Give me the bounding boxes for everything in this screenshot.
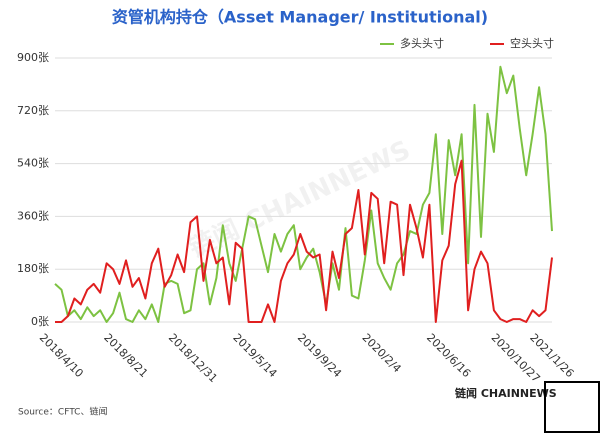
y-tick-label: 540张 [17,157,49,170]
y-tick-label: 0张 [31,315,49,328]
source: Source：CFTC、链闻 [18,406,107,418]
y-tick-label: 720张 [17,104,49,117]
x-tick-label: 2018/8/21 [101,331,150,380]
x-tick-label: 2018/12/31 [166,331,220,385]
x-tick-label: 2019/9/24 [295,331,344,380]
y-tick-label: 900张 [17,51,49,64]
y-tick-label: 360张 [17,209,49,222]
series-line [54,65,553,323]
logo-box [544,381,600,433]
legend-label: 空头头寸 [510,36,554,50]
x-tick-label: 2020/2/4 [359,331,403,375]
y-tick-label: 180张 [17,262,49,275]
x-tick-label: 2018/4/10 [37,331,86,380]
x-tick-label: 2020/6/16 [424,331,473,380]
legend-label: 多头头寸 [400,36,444,50]
watermark: 链闻 CHAINNEWS [184,134,415,264]
chart-title: 资管机构持仓（Asset Manager/ Institutional) [112,8,488,27]
logo: 链闻 CHAINNEWS [455,386,557,400]
x-tick-label: 2019/5/14 [230,331,279,380]
series-line [55,159,553,323]
